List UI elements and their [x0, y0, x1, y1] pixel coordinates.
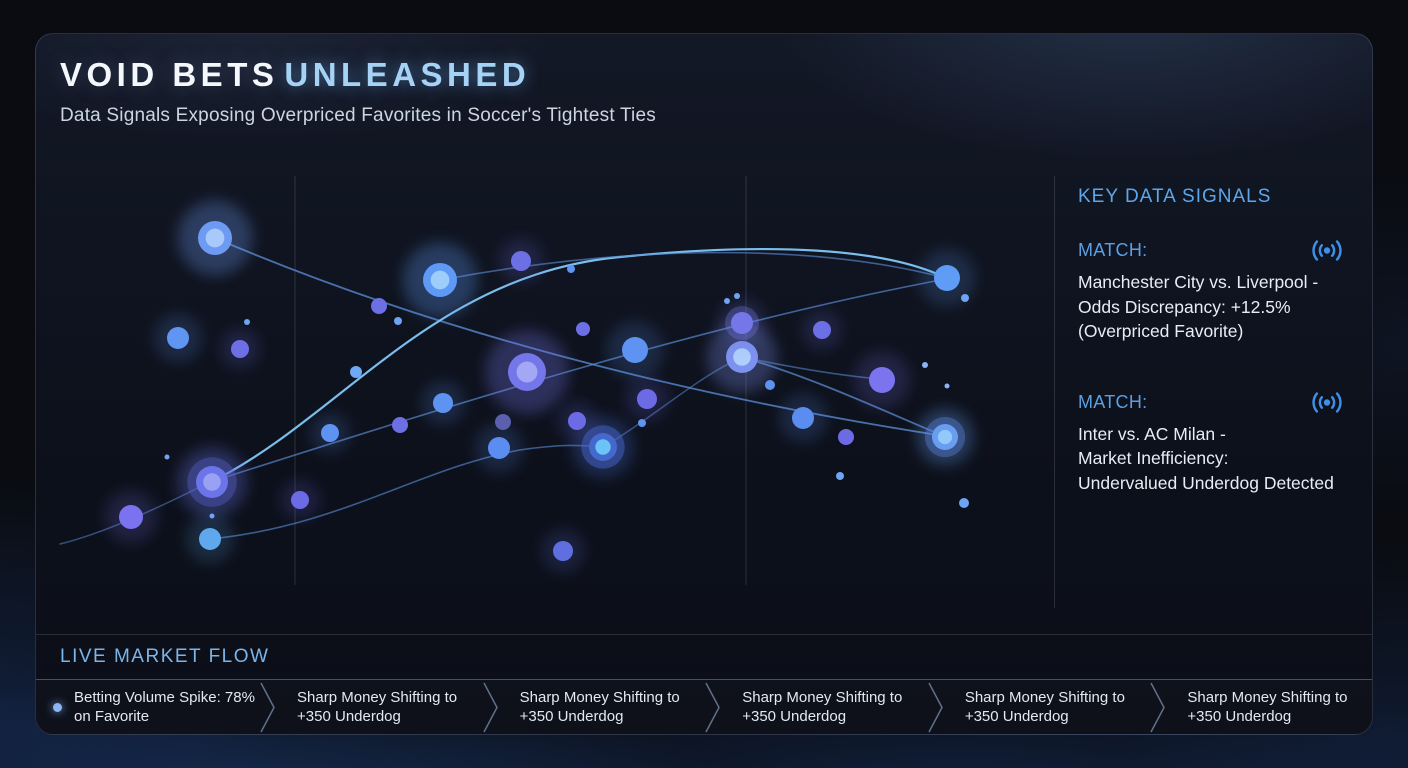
match-label: MATCH:	[1078, 391, 1148, 412]
signal-text-line: Odds Discrepancy: +12.5%	[1078, 296, 1291, 317]
signal-header: MATCH:	[1078, 238, 1344, 263]
ticker-item: Betting Volume Spike: 78% on Favorite	[36, 680, 259, 734]
footer-divider	[36, 634, 1372, 635]
ticker-item: Sharp Money Shifting to +350 Underdog	[500, 680, 705, 734]
ticker-item-text: Sharp Money Shifting to +350 Underdog	[519, 689, 680, 725]
ticker-heading: LIVE MARKET FLOW	[60, 646, 270, 667]
chevron-separator-icon	[928, 682, 943, 732]
signal-card-2: MATCH: Inter vs. AC Milan - Market Ineff…	[1078, 390, 1344, 496]
ticker-item-text: Betting Volume Spike: 78% on Favorite	[74, 689, 255, 725]
signal-text-line: Market Inefficiency:	[1078, 448, 1229, 468]
ticker-item-text: Sharp Money Shifting to +350 Underdog	[297, 689, 458, 725]
page-title: VOID BETS UNLEASHED	[60, 56, 656, 94]
page-title-accent: UNLEASHED	[284, 56, 531, 93]
signal-header: MATCH:	[1078, 390, 1344, 415]
dashboard-card: VOID BETS UNLEASHED Data Signals Exposing…	[35, 33, 1373, 735]
key-data-signals-panel: KEY DATA SIGNALS MATCH: Manchester City …	[1054, 176, 1372, 608]
signal-text-line: Inter vs. AC Milan -	[1078, 423, 1226, 444]
ticker-item: Sharp Money Shifting to +350 Underdog	[945, 680, 1150, 734]
signal-text-line: Undervalued Underdog Detected	[1078, 472, 1334, 493]
ticker-item: Sharp Money Shifting to +350 Underdog	[722, 680, 927, 734]
chevron-separator-icon	[482, 682, 498, 732]
page-subtitle: Data Signals Exposing Overpriced Favorit…	[60, 105, 656, 126]
match-label: MATCH:	[1078, 240, 1148, 260]
live-indicator-dot	[53, 702, 62, 712]
ticker-item-text: Sharp Money Shifting to +350 Underdog	[742, 689, 903, 725]
chevron-separator-icon	[1150, 682, 1166, 732]
page-title-primary: VOID BETS	[60, 56, 279, 93]
chevron-separator-icon	[260, 682, 275, 732]
signal-text-line: Manchester City vs. Liverpool -	[1078, 272, 1319, 292]
live-market-flow-ticker: Betting Volume Spike: 78% on Favorite Sh…	[36, 679, 1372, 734]
ticker-item: Sharp Money Shifting to +350 Underdog	[1167, 680, 1372, 734]
signal-card-1: MATCH: Manchester City vs. Liverpool - O…	[1078, 238, 1344, 344]
chevron-separator-icon	[705, 682, 721, 732]
broadcast-icon	[1312, 240, 1342, 261]
sidebar-heading: KEY DATA SIGNALS	[1078, 186, 1272, 207]
broadcast-icon	[1312, 391, 1342, 413]
ticker-item-text: Sharp Money Shifting to +350 Underdog	[1187, 689, 1348, 725]
signal-text-line: (Overpriced Favorite)	[1078, 321, 1244, 341]
ticker-item-text: Sharp Money Shifting to +350 Underdog	[964, 689, 1125, 725]
header: VOID BETS UNLEASHED Data Signals Exposing…	[60, 56, 656, 127]
ticker-item: Sharp Money Shifting to +350 Underdog	[277, 680, 482, 734]
